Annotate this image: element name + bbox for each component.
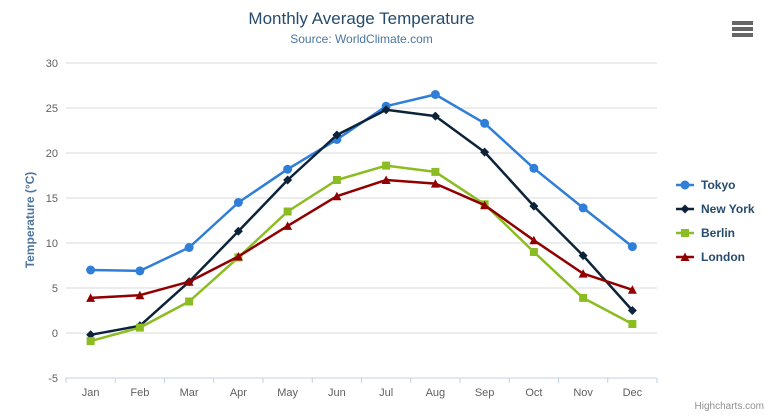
- y-axis-tick-label: 5: [52, 283, 58, 295]
- x-axis-tick-label: Jul: [379, 387, 393, 399]
- legend-label: New York: [701, 202, 755, 216]
- hamburger-bar: [732, 21, 753, 25]
- y-axis-title: Temperature (°C): [23, 171, 37, 269]
- legend-item-berlin[interactable]: Berlin: [676, 226, 735, 240]
- x-axis-tick-label: May: [277, 387, 298, 399]
- data-point-berlin-mar[interactable]: [185, 297, 194, 306]
- data-point-tokyo-apr[interactable]: [233, 198, 243, 207]
- data-point-tokyo-mar[interactable]: [184, 243, 194, 252]
- x-axis-tick-label: Nov: [573, 387, 593, 399]
- legend-marker-square: [681, 229, 689, 237]
- data-point-london-jun[interactable]: [332, 191, 342, 201]
- y-axis-tick-label: -5: [48, 373, 58, 385]
- y-axis-tick-label: 0: [52, 328, 58, 340]
- legend-item-london[interactable]: London: [676, 250, 745, 264]
- chart-title: Monthly Average Temperature: [248, 9, 475, 28]
- data-point-london-jul[interactable]: [381, 175, 391, 185]
- data-point-new-york-jun[interactable]: [332, 130, 342, 140]
- y-axis-tick-label: 25: [46, 103, 58, 115]
- data-point-london-sep[interactable]: [480, 200, 490, 210]
- data-point-new-york-jul[interactable]: [381, 105, 391, 115]
- data-point-tokyo-dec[interactable]: [627, 242, 637, 252]
- x-axis-tick-label: Jun: [328, 387, 346, 399]
- data-point-new-york-jan[interactable]: [86, 330, 96, 340]
- data-point-tokyo-aug[interactable]: [430, 90, 440, 99]
- data-point-new-york-apr[interactable]: [233, 226, 243, 236]
- data-point-new-york-aug[interactable]: [430, 111, 440, 121]
- x-axis-tick-label: Sep: [475, 387, 495, 399]
- data-point-london-apr[interactable]: [233, 252, 243, 261]
- data-point-new-york-may[interactable]: [283, 175, 293, 185]
- data-point-london-oct[interactable]: [529, 235, 539, 245]
- series-line-berlin[interactable]: [89, 164, 634, 343]
- data-point-berlin-jul[interactable]: [382, 161, 391, 170]
- chart-subtitle: Source: WorldClimate.com: [290, 32, 433, 46]
- data-point-new-york-dec[interactable]: [627, 306, 637, 315]
- legend-label: London: [701, 250, 745, 264]
- legend-marker-circle: [680, 180, 690, 190]
- series-line-tokyo[interactable]: [89, 93, 634, 273]
- x-axis-tick-label: Apr: [230, 387, 247, 399]
- hamburger-icon[interactable]: [732, 21, 753, 37]
- data-point-london-mar[interactable]: [184, 277, 194, 286]
- series-line-new-york[interactable]: [89, 108, 634, 337]
- data-point-tokyo-feb[interactable]: [135, 266, 145, 276]
- data-point-tokyo-sep[interactable]: [480, 118, 490, 128]
- data-point-berlin-feb[interactable]: [135, 323, 144, 332]
- data-point-tokyo-jan[interactable]: [86, 265, 96, 275]
- y-axis-tick-label: 30: [46, 58, 58, 70]
- legend-label: Berlin: [701, 226, 735, 240]
- y-axis-tick-label: 15: [46, 193, 58, 205]
- data-point-new-york-sep[interactable]: [480, 147, 490, 157]
- hamburger-bar: [732, 27, 753, 31]
- x-axis-tick-label: Jan: [82, 387, 100, 399]
- legend-label: Tokyo: [701, 178, 735, 192]
- legend-item-tokyo[interactable]: Tokyo: [676, 178, 735, 192]
- data-point-berlin-dec[interactable]: [628, 320, 637, 328]
- y-axis-tick-label: 20: [46, 148, 58, 160]
- data-point-tokyo-nov[interactable]: [578, 203, 588, 213]
- x-axis-tick-label: Dec: [623, 387, 643, 399]
- data-point-tokyo-oct[interactable]: [529, 163, 539, 173]
- data-point-tokyo-may[interactable]: [283, 164, 293, 174]
- data-point-berlin-oct[interactable]: [529, 248, 538, 256]
- highcharts-credit-link[interactable]: Highcharts.com: [694, 401, 764, 412]
- legend-item-new-york[interactable]: New York: [676, 202, 755, 216]
- data-point-new-york-oct[interactable]: [529, 201, 539, 211]
- data-point-london-nov[interactable]: [578, 269, 588, 278]
- y-axis-tick-label: 10: [46, 238, 58, 250]
- data-point-london-aug[interactable]: [430, 179, 440, 188]
- data-point-berlin-jan[interactable]: [86, 337, 95, 346]
- x-axis-tick-label: Mar: [180, 387, 199, 399]
- legend-marker-triangle: [680, 252, 690, 261]
- data-point-london-dec[interactable]: [627, 285, 637, 294]
- x-axis-tick-label: Feb: [130, 387, 149, 399]
- data-point-london-feb[interactable]: [135, 290, 145, 300]
- legend-marker-diamond: [680, 204, 690, 214]
- data-point-berlin-jun[interactable]: [332, 176, 341, 184]
- data-point-london-jan[interactable]: [86, 293, 96, 302]
- data-point-new-york-nov[interactable]: [578, 251, 588, 261]
- data-point-london-may[interactable]: [283, 221, 293, 230]
- data-point-berlin-may[interactable]: [283, 207, 292, 216]
- data-point-berlin-aug[interactable]: [431, 167, 440, 176]
- hamburger-bar: [732, 33, 753, 37]
- series-line-london[interactable]: [89, 178, 634, 300]
- data-point-berlin-nov[interactable]: [579, 293, 588, 302]
- x-axis-tick-label: Oct: [525, 387, 542, 399]
- x-axis-tick-label: Aug: [426, 387, 446, 399]
